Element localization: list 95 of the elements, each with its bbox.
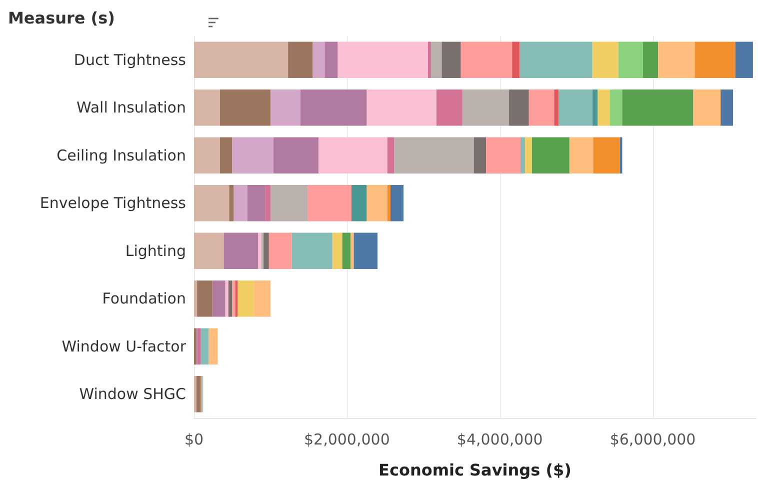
- bar: [228, 280, 232, 317]
- y-tick-label: Envelope Tightness: [40, 194, 186, 212]
- bar: [194, 42, 288, 78]
- bar: [598, 89, 610, 126]
- bar: [234, 184, 248, 222]
- bar: [390, 184, 404, 222]
- bar: [292, 232, 332, 270]
- bar: [610, 89, 622, 126]
- bar: [264, 232, 269, 270]
- y-tick-label: Duct Tightness: [74, 50, 186, 69]
- bar: [436, 89, 462, 126]
- bar: [352, 184, 367, 222]
- bar: [258, 232, 262, 270]
- bar: [486, 137, 520, 174]
- bar: [593, 137, 620, 174]
- bar: [354, 232, 378, 270]
- bar: [265, 184, 270, 222]
- bar: [720, 89, 734, 126]
- bar: [350, 232, 354, 270]
- y-axis-title: Measure (s): [8, 8, 115, 28]
- bar: [366, 89, 436, 126]
- x-tick-label: $6,000,000: [610, 430, 696, 448]
- bar: [312, 42, 325, 78]
- bar: [528, 89, 554, 126]
- bar: [232, 280, 236, 317]
- bar: [225, 280, 228, 317]
- bar: [460, 42, 512, 78]
- x-axis-title: Economic Savings ($): [378, 460, 572, 480]
- bar: [387, 137, 394, 174]
- y-tick-label: Lighting: [125, 242, 186, 260]
- bar: [212, 280, 226, 317]
- bar: [658, 42, 695, 78]
- bar: [194, 137, 220, 174]
- bar: [431, 42, 442, 78]
- bar: [268, 232, 292, 270]
- y-tick-label: Foundation: [102, 290, 186, 308]
- bar: [693, 89, 720, 126]
- bar: [220, 89, 270, 126]
- bar: [342, 232, 351, 270]
- bar: [200, 328, 209, 365]
- x-tick-label: $4,000,000: [456, 430, 543, 448]
- bar: [248, 184, 266, 222]
- bar: [428, 42, 432, 78]
- y-tick-label: Ceiling Insulation: [56, 146, 186, 164]
- bar: [618, 42, 643, 78]
- bar: [208, 328, 218, 365]
- bar: [569, 137, 594, 174]
- bar: [532, 137, 570, 174]
- y-tick-label: Wall Insulation: [76, 98, 186, 117]
- bar: [394, 137, 474, 174]
- bar: [592, 42, 618, 78]
- bar: [194, 232, 224, 270]
- x-tick-label: $2,000,000: [304, 430, 390, 448]
- bar: [462, 89, 510, 126]
- bar: [474, 137, 486, 174]
- bar: [197, 280, 212, 317]
- bar: [520, 42, 592, 78]
- bar: [224, 232, 258, 270]
- bar: [194, 89, 220, 126]
- bar: [387, 184, 391, 222]
- bar: [232, 137, 274, 174]
- bar: [520, 137, 526, 174]
- bar: [642, 42, 658, 78]
- bar: [694, 42, 736, 78]
- bar: [194, 184, 230, 222]
- bar: [558, 89, 592, 126]
- bar: [229, 184, 234, 222]
- bar: [442, 42, 461, 78]
- bar: [270, 89, 300, 126]
- bar: [220, 137, 232, 174]
- bar: [198, 328, 201, 365]
- bar: [735, 42, 753, 78]
- y-tick-label: Window SHGC: [79, 385, 186, 404]
- x-tick-label: $0: [184, 430, 204, 448]
- bar: [592, 89, 598, 126]
- bar: [366, 184, 388, 222]
- bar: [270, 184, 308, 222]
- y-tick-label: Window U-factor: [62, 337, 187, 356]
- bar: [525, 137, 532, 174]
- bar: [324, 42, 338, 78]
- bar: [194, 280, 198, 317]
- bar: [300, 89, 367, 126]
- bar: [308, 184, 352, 222]
- bar: [332, 232, 342, 270]
- bar: [554, 89, 559, 126]
- bar: [509, 89, 529, 126]
- bar: [622, 89, 694, 126]
- bar: [196, 376, 201, 412]
- bar: [238, 280, 254, 317]
- bar: [254, 280, 270, 317]
- bar: [512, 42, 520, 78]
- bar: [288, 42, 313, 78]
- bar: [318, 137, 388, 174]
- bar: [338, 42, 428, 78]
- bar: [274, 137, 319, 174]
